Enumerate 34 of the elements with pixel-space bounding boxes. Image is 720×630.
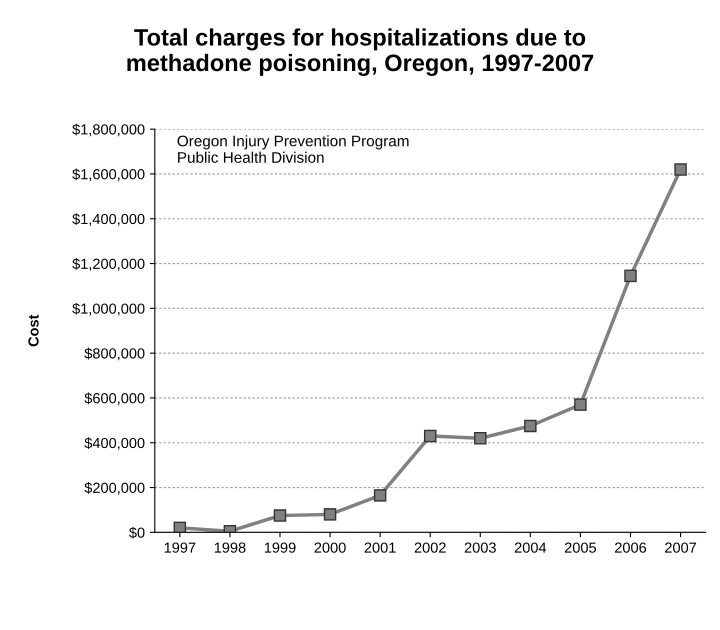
y-tick-label: $400,000 [84,437,145,450]
x-tick-label: 2006 [615,542,646,553]
x-tick-label: 2000 [314,542,346,553]
x-tick-label: 2007 [665,542,696,553]
x-tick-label: 2004 [514,542,546,553]
point [374,489,386,502]
x-tick-label: 1999 [264,542,296,553]
point [674,163,687,176]
y-tick-label: $1,200,000 [72,258,145,271]
x-tick-label: 2005 [564,542,596,553]
y-tick-label: $600,000 [84,392,145,406]
y-tick-label: $0 [129,526,145,539]
y-tick-label: $1,800,000 [72,124,145,136]
y-axis-title: Cost [28,314,39,346]
y-tick-label: $1,400,000 [72,213,145,226]
x-tick-label: 1997 [164,542,196,553]
chart-title: Total charges for hospitalizations due to methadone poisoning, Oregon, 1997-2007 [127,28,594,76]
y-tick-label: $1,000,000 [72,302,145,316]
x-tick-label: 1998 [214,542,246,553]
point [174,522,186,532]
point [574,398,587,411]
annotation: Oregon Injury Prevention Program Public Health Division [178,135,408,163]
point [524,420,537,432]
y-tick-label: $200,000 [84,482,145,495]
x-tick-label: 2001 [364,542,396,553]
point [324,508,336,521]
point [624,270,637,282]
y-tick-label: $800,000 [84,348,145,360]
y-tick-label: $1,600,000 [72,168,145,182]
x-tick-label: 2002 [414,542,446,553]
point [274,509,286,522]
point [474,432,487,445]
point [424,430,436,442]
x-tick-label: 2003 [464,542,496,553]
